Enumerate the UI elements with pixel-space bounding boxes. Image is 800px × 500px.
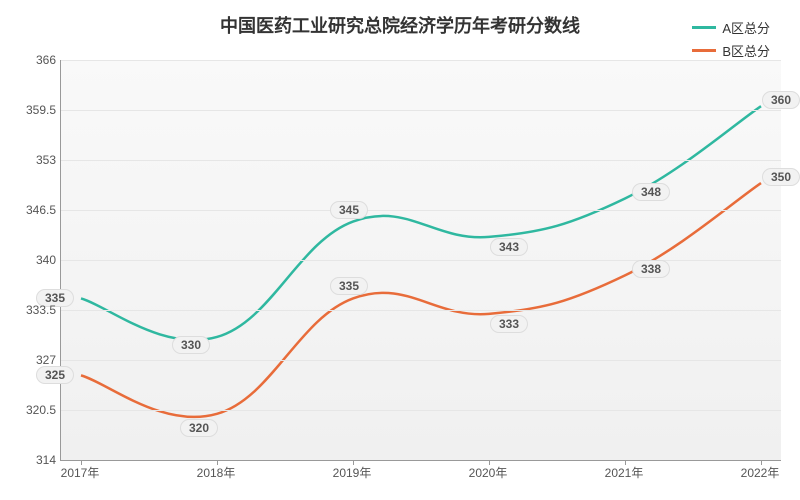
data-label: 350 [762, 168, 800, 186]
legend-item: A区总分 [692, 18, 770, 37]
y-axis-label: 353 [6, 153, 56, 167]
chart-title: 中国医药工业研究总院经济学历年考研分数线 [220, 12, 580, 38]
x-axis-label: 2018年 [197, 464, 236, 481]
y-axis-label: 333.5 [6, 303, 56, 317]
data-label: 338 [632, 260, 670, 278]
data-label: 335 [330, 277, 368, 295]
y-axis-label: 359.5 [6, 103, 56, 117]
x-axis-label: 2017年 [61, 464, 100, 481]
legend-label: A区总分 [722, 18, 770, 37]
data-label: 360 [762, 91, 800, 109]
data-label: 325 [36, 366, 74, 384]
series-line-0 [81, 106, 761, 340]
legend-swatch [692, 49, 716, 52]
data-label: 348 [632, 183, 670, 201]
chart-container: 中国医药工业研究总院经济学历年考研分数线 A区总分 B区总分 335 330 345 3… [0, 0, 800, 500]
x-axis-label: 2019年 [333, 464, 372, 481]
grid-line [61, 260, 781, 261]
grid-line [61, 210, 781, 211]
y-axis-label: 320.5 [6, 403, 56, 417]
y-axis-label: 366 [6, 53, 56, 67]
data-label: 345 [330, 201, 368, 219]
grid-line [61, 160, 781, 161]
legend-item: B区总分 [692, 41, 770, 60]
grid-line [61, 360, 781, 361]
data-label: 343 [490, 238, 528, 256]
data-label: 333 [490, 315, 528, 333]
grid-line [61, 60, 781, 61]
series-line-1 [81, 183, 761, 417]
data-label: 320 [180, 419, 218, 437]
legend: A区总分 B区总分 [692, 18, 770, 64]
plot-area: 335330345343348360325320335333338350 [60, 60, 781, 461]
data-label: 330 [172, 336, 210, 354]
x-axis-label: 2020年 [469, 464, 508, 481]
y-axis-label: 340 [6, 253, 56, 267]
y-axis-label: 327 [6, 353, 56, 367]
y-axis-label: 346.5 [6, 203, 56, 217]
legend-label: B区总分 [722, 41, 770, 60]
legend-swatch [692, 26, 716, 29]
y-axis-label: 314 [6, 453, 56, 467]
x-axis-label: 2022年 [741, 464, 780, 481]
grid-line [61, 310, 781, 311]
grid-line [61, 110, 781, 111]
x-axis-label: 2021年 [605, 464, 644, 481]
grid-line [61, 410, 781, 411]
